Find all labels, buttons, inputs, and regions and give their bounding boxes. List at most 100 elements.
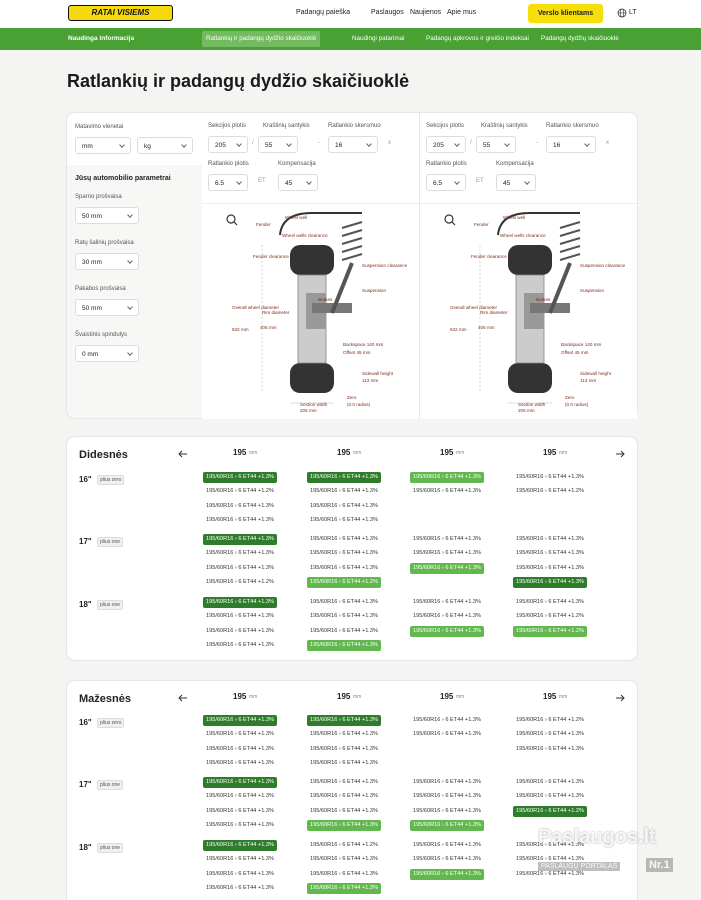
tire-option[interactable]: 195/60R16 › 6 ET44 +1.3% <box>410 472 484 483</box>
tire-option[interactable]: 195/60R16 › 6 ET44 +1.2% <box>513 625 587 637</box>
tire-option[interactable]: 195/60R16 › 6 ET44 +1.3% <box>307 715 381 726</box>
field-select[interactable]: 55 <box>476 136 516 153</box>
tire-option[interactable]: 195/60R16 › 6 ET44 +1.3% <box>413 717 481 723</box>
tire-option[interactable]: 195/60R16 › 6 ET44 +1.3% <box>307 882 381 894</box>
tire-option[interactable]: 195/60R16 › 6 ET44 +1.2% <box>206 578 274 585</box>
tire-option[interactable]: 195/60R16 › 6 ET44 +1.2% <box>513 805 587 817</box>
tire-option[interactable]: 195/60R16 › 6 ET44 +1.3% <box>310 627 378 634</box>
subnav-tab[interactable]: Padangų apkrovos ir greičio indeksai <box>426 35 529 42</box>
field-select[interactable]: 16 <box>546 136 596 153</box>
nav-link[interactable]: Paslaugos <box>371 9 404 16</box>
field-select[interactable]: 45 <box>496 174 536 191</box>
tire-option[interactable]: 195/60R16 › 6 ET44 +1.3% <box>310 793 378 800</box>
tire-option[interactable]: 195/60R16 › 6 ET44 +1.3% <box>413 842 481 848</box>
tire-option[interactable]: 195/60R16 › 6 ET44 +1.3% <box>516 745 584 752</box>
tire-option[interactable]: 195/60R16 › 6 ET44 +1.2% <box>307 576 381 588</box>
tire-option[interactable]: 195/60R16 › 6 ET44 +1.3% <box>203 597 277 608</box>
tire-option[interactable]: 195/60R16 › 6 ET44 +1.3% <box>206 613 274 620</box>
tire-option[interactable]: 195/60R16 › 6 ET44 +1.3% <box>516 536 584 542</box>
tire-option[interactable]: 195/60R16 › 6 ET44 +1.3% <box>516 731 584 738</box>
tire-option[interactable]: 195/60R16 › 6 ET44 +1.3% <box>310 550 378 557</box>
tire-option[interactable]: 195/60R16 › 6 ET44 +1.2% <box>206 488 274 495</box>
tire-option[interactable]: 195/60R16 › 6 ET44 +1.3% <box>206 821 274 828</box>
tire-option[interactable]: 195/60R16 › 6 ET44 +1.3% <box>310 759 378 766</box>
tire-option[interactable]: 195/60R16 › 6 ET44 +1.3% <box>413 613 481 620</box>
field-select[interactable]: 55 <box>258 136 298 153</box>
field-select[interactable]: 45 <box>278 174 318 191</box>
lang-switch[interactable]: LT <box>629 9 637 16</box>
field-select[interactable]: 16 <box>328 136 378 153</box>
tire-option[interactable]: 195/60R16 › 6 ET44 +1.2% <box>516 717 584 723</box>
tire-option[interactable]: 195/60R16 › 6 ET44 +1.3% <box>410 625 484 637</box>
arrow-next[interactable] <box>615 694 625 702</box>
tire-option[interactable]: 195/60R16 › 6 ET44 +1.3% <box>516 842 584 848</box>
tire-option[interactable]: 195/60R16 › 6 ET44 +1.3% <box>206 807 274 814</box>
tire-option[interactable]: 195/60R16 › 6 ET44 +1.3% <box>310 536 378 542</box>
subnav-tab[interactable]: Padangų dydžių skaičiuoklė <box>541 35 619 42</box>
tire-option[interactable]: 195/60R16 › 6 ET44 +1.3% <box>310 564 378 571</box>
tire-option[interactable]: 195/60R16 › 6 ET44 +1.3% <box>413 599 481 605</box>
tire-option[interactable]: 195/60R16 › 6 ET44 +1.3% <box>516 856 584 863</box>
units-select[interactable]: mm <box>75 137 131 154</box>
tire-option[interactable]: 195/60R16 › 6 ET44 +1.3% <box>516 474 584 480</box>
tire-option[interactable]: 195/60R16 › 6 ET44 +1.3% <box>203 472 277 483</box>
tire-option[interactable]: 195/60R16 › 6 ET44 +1.3% <box>413 856 481 863</box>
tire-option[interactable]: 195/60R16 › 6 ET44 +1.3% <box>310 807 378 814</box>
tire-option[interactable]: 195/60R16 › 6 ET44 +1.3% <box>516 599 584 605</box>
nav-link[interactable]: Padangų paieška <box>296 9 351 16</box>
tire-option[interactable]: 195/60R16 › 6 ET44 +1.3% <box>206 759 274 766</box>
tire-option[interactable]: 195/60R16 › 6 ET44 +1.3% <box>307 472 381 483</box>
cta-button[interactable]: Verslo klientams <box>528 4 603 23</box>
field-select[interactable]: 205 <box>208 136 248 153</box>
tire-option[interactable]: 195/60R16 › 6 ET44 +1.3% <box>310 779 378 785</box>
tire-option[interactable]: 195/60R16 › 6 ET44 +1.3% <box>413 731 481 738</box>
tire-option[interactable]: 195/60R16 › 6 ET44 +1.3% <box>203 715 277 726</box>
tire-option[interactable]: 195/60R16 › 6 ET44 +1.3% <box>206 564 274 571</box>
tire-option[interactable]: 195/60R16 › 6 ET44 +1.3% <box>206 550 274 557</box>
arrow-prev[interactable] <box>178 450 188 458</box>
tire-option[interactable]: 195/60R16 › 6 ET44 +1.3% <box>516 564 584 571</box>
tire-option[interactable]: 195/60R16 › 6 ET44 +1.3% <box>206 870 274 877</box>
field-select[interactable]: 205 <box>426 136 466 153</box>
tire-option[interactable]: 195/60R16 › 6 ET44 +1.3% <box>310 731 378 738</box>
tire-option[interactable]: 195/60R16 › 6 ET44 +1.3% <box>310 488 378 495</box>
tire-option[interactable]: 195/60R16 › 6 ET44 +1.3% <box>516 779 584 785</box>
tire-option[interactable]: 195/60R16 › 6 ET44 +1.3% <box>516 870 584 877</box>
param-select[interactable]: 50 mm <box>75 207 139 224</box>
tire-option[interactable]: 195/60R16 › 6 ET44 +1.3% <box>413 536 481 542</box>
tire-option[interactable]: 195/60R16 › 6 ET44 +1.3% <box>307 639 381 651</box>
tire-option[interactable]: 195/60R16 › 6 ET44 +1.3% <box>206 884 274 891</box>
arrow-next[interactable] <box>615 450 625 458</box>
tire-option[interactable]: 195/60R16 › 6 ET44 +1.3% <box>203 534 277 545</box>
tire-option[interactable]: 195/60R16 › 6 ET44 +1.3% <box>206 627 274 634</box>
tire-option[interactable]: 195/60R16 › 6 ET44 +1.3% <box>310 599 378 605</box>
param-select[interactable]: 50 mm <box>75 299 139 316</box>
tire-option[interactable]: 195/60R16 › 6 ET44 +1.3% <box>307 819 381 831</box>
tire-option[interactable]: 195/60R16 › 6 ET44 +1.3% <box>310 516 378 523</box>
tire-option[interactable]: 195/60R16 › 6 ET44 +1.3% <box>206 745 274 752</box>
field-select[interactable]: 6.5 <box>208 174 248 191</box>
tire-option[interactable]: 195/60R16 › 6 ET44 +1.3% <box>410 868 484 880</box>
tire-option[interactable]: 195/60R16 › 6 ET44 +1.3% <box>206 516 274 523</box>
nav-link[interactable]: Apie mus <box>447 9 477 16</box>
tire-option[interactable]: 195/60R16 › 6 ET44 +1.3% <box>310 613 378 620</box>
tire-option[interactable]: 195/60R16 › 6 ET44 +1.2% <box>516 613 584 620</box>
param-select[interactable]: 30 mm <box>75 253 139 270</box>
tire-option[interactable]: 195/60R16 › 6 ET44 +1.3% <box>413 793 481 800</box>
nav-link[interactable]: Naujienos <box>410 9 442 16</box>
units-select[interactable]: kg <box>137 137 193 154</box>
tire-option[interactable]: 195/60R16 › 6 ET44 +1.3% <box>310 745 378 752</box>
tire-option[interactable]: 195/60R16 › 6 ET44 +1.2% <box>516 488 584 495</box>
tire-option[interactable]: 195/60R16 › 6 ET44 +1.3% <box>206 502 274 509</box>
tire-option[interactable]: 195/60R16 › 6 ET44 +1.3% <box>410 819 484 831</box>
tire-option[interactable]: 195/60R16 › 6 ET44 +1.3% <box>203 777 277 788</box>
tire-option[interactable]: 195/60R16 › 6 ET44 +1.3% <box>206 793 274 800</box>
field-select[interactable]: 6.5 <box>426 174 466 191</box>
tire-option[interactable]: 195/60R16 › 6 ET44 +1.3% <box>206 731 274 738</box>
tire-option[interactable]: 195/60R16 › 6 ET44 +1.2% <box>310 842 378 848</box>
tire-option[interactable]: 195/60R16 › 6 ET44 +1.3% <box>310 502 378 509</box>
subnav-tab[interactable]: Naudingi patarimai <box>352 35 405 42</box>
logo[interactable]: RATAI VISIEMS <box>68 5 173 21</box>
arrow-prev[interactable] <box>178 694 188 702</box>
tire-option[interactable]: 195/60R16 › 6 ET44 +1.3% <box>516 550 584 557</box>
